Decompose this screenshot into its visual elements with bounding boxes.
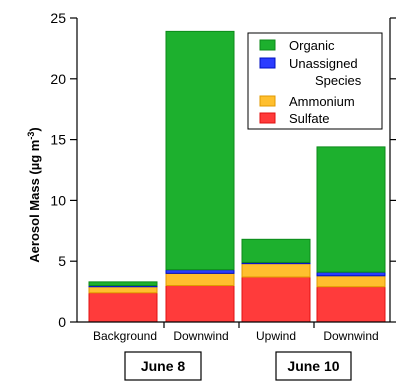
legend-label-1-1: Species: [315, 73, 362, 88]
group-label-1: June 10: [287, 358, 339, 374]
y-axis-title: Aerosol Mass (µg m-3): [26, 127, 42, 262]
legend-label-0-0: Organic: [289, 38, 335, 53]
legend-swatch-0: [259, 39, 276, 51]
y-tick-label-10: 10: [50, 192, 66, 208]
bar-sulfate-1: [165, 285, 235, 323]
bar-sulfate-3: [316, 286, 386, 323]
group-box-0: [124, 351, 202, 381]
legend-label-3-0: Sulfate: [289, 111, 329, 126]
y-tick-label-25: 25: [50, 10, 66, 26]
bar-organic-2: [241, 238, 311, 263]
legend-swatch-3: [259, 112, 276, 124]
bar-organic-0: [88, 281, 158, 287]
bar-unassigned-species-3: [316, 271, 386, 277]
y-tick-label-0: 0: [58, 314, 66, 330]
bar-ammonium-3: [316, 275, 386, 288]
category-label-1: Downwind: [173, 329, 228, 343]
y-axis-title-close: ): [27, 127, 42, 131]
bars-layer: [88, 30, 386, 323]
bar-ammonium-1: [165, 272, 235, 287]
bar-sulfate-2: [241, 276, 311, 323]
legend-label-1-0: Unassigned: [289, 56, 358, 71]
category-label-2: Upwind: [256, 329, 296, 343]
legend-swatch-1: [259, 57, 276, 69]
bar-unassigned-species-1: [165, 269, 235, 274]
bar-ammonium-2: [241, 263, 311, 278]
labels-layer: 0 5 10 15 20 25 Background Downwind Upwind Downwi…: [50, 10, 379, 381]
group-label-0: June 8: [141, 358, 186, 374]
category-label-0: Background: [93, 329, 157, 343]
y-axis-title-superscript: -3: [26, 132, 36, 140]
legend: Organic Unassigned Species Ammonium Sulfate: [247, 32, 383, 130]
bar-sulfate-0: [88, 292, 158, 323]
category-label-3: Downwind: [323, 329, 378, 343]
bar-organic-1: [165, 30, 235, 271]
y-tick-label-15: 15: [50, 132, 66, 148]
y-tick-label-20: 20: [50, 71, 66, 87]
group-box-1: [275, 351, 352, 381]
legend-swatch-2: [259, 95, 276, 107]
legend-label-2-0: Ammonium: [289, 94, 355, 109]
bar-ammonium-0: [88, 286, 158, 294]
axes-layer: [70, 17, 396, 328]
bar-organic-3: [316, 146, 386, 273]
y-axis-title-main: Aerosol Mass (µg m: [27, 140, 42, 263]
y-tick-label-5: 5: [58, 253, 66, 269]
